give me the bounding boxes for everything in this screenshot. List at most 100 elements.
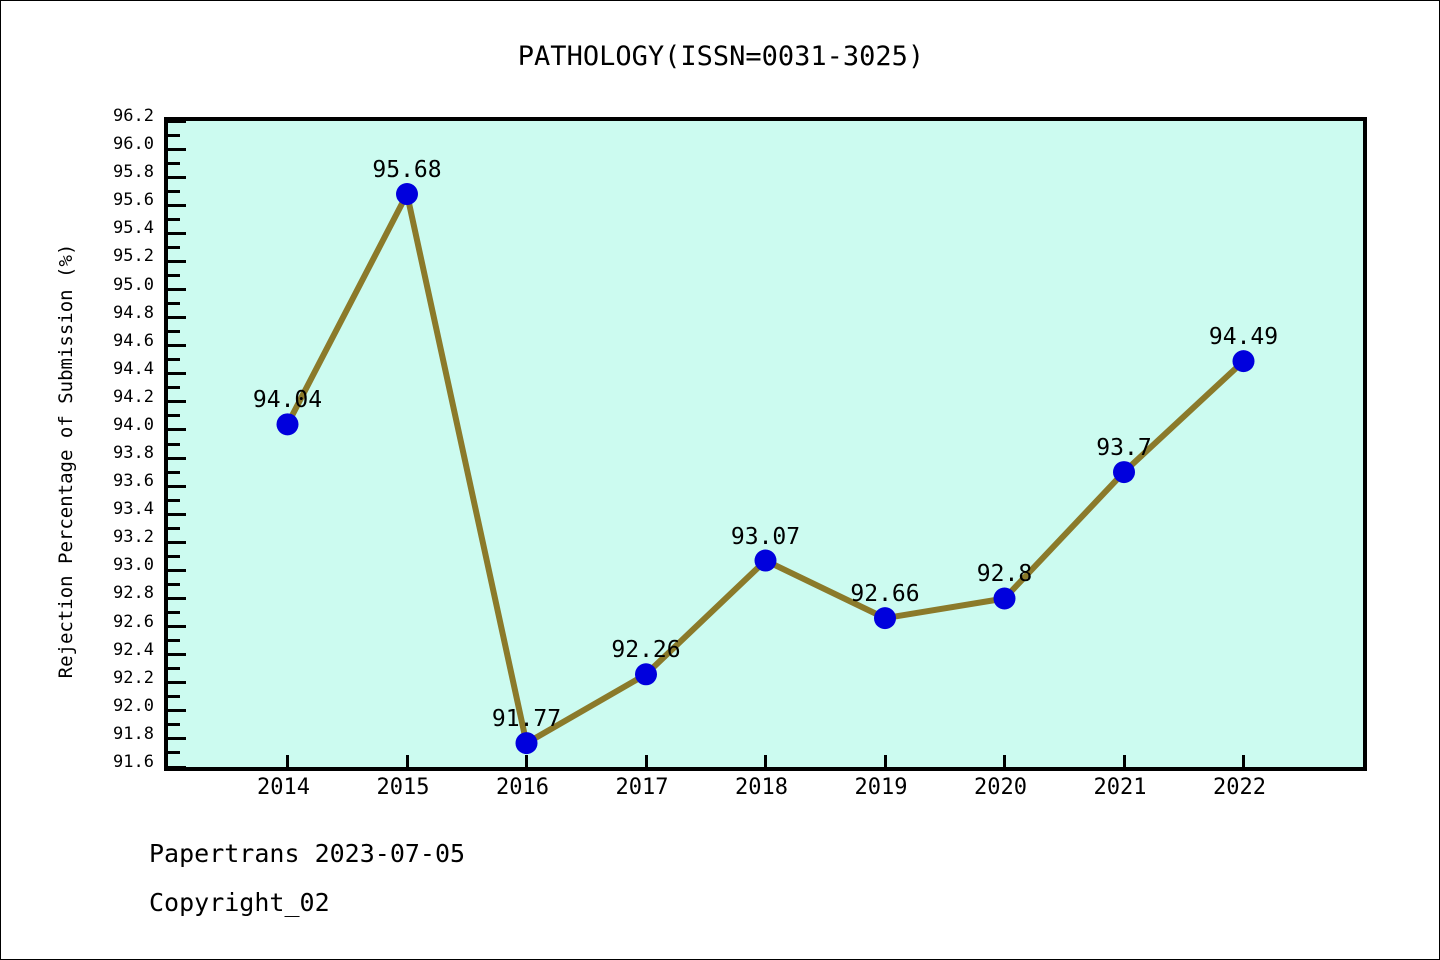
y-tick (168, 175, 186, 179)
footer-source: Papertrans 2023-07-05 (149, 839, 466, 868)
y-tick (168, 372, 186, 376)
y-tick (168, 259, 186, 263)
x-tick (883, 755, 887, 767)
y-tick (168, 498, 180, 502)
y-tick (168, 540, 186, 544)
x-tick-label: 2019 (854, 775, 908, 800)
y-tick-label: 94.2 (113, 386, 154, 407)
y-tick (168, 653, 186, 657)
y-tick (168, 231, 186, 235)
y-tick (168, 596, 186, 600)
y-tick-label: 93.0 (113, 555, 154, 576)
y-tick (168, 161, 180, 165)
x-tick (405, 755, 409, 767)
y-tick (168, 203, 186, 207)
x-tick (1242, 755, 1245, 767)
y-tick (168, 611, 180, 615)
y-tick-label: 95.4 (113, 218, 154, 239)
data-point-marker[interactable] (993, 587, 1016, 610)
series-line (284, 191, 1247, 747)
y-tick-label: 94.6 (113, 330, 154, 351)
y-tick-label: 95.6 (113, 190, 154, 211)
data-point-marker[interactable] (874, 607, 896, 630)
y-tick (168, 667, 180, 671)
y-tick-label: 93.8 (113, 443, 154, 464)
y-tick (168, 681, 186, 685)
y-tick (168, 554, 180, 558)
y-tick (168, 302, 180, 306)
y-tick-label: 93.2 (113, 527, 154, 548)
y-tick-label: 92.2 (113, 667, 154, 688)
y-tick-label: 96.0 (113, 134, 154, 155)
y-tick-label: 96.2 (113, 106, 154, 126)
y-tick-label: 95.0 (113, 274, 154, 295)
x-tick (764, 755, 767, 767)
data-point-marker[interactable] (396, 183, 418, 206)
x-tick-label: 2016 (496, 775, 549, 800)
y-tick (168, 344, 186, 348)
y-tick (168, 147, 186, 151)
y-tick (168, 414, 180, 418)
y-tick (168, 288, 186, 292)
x-tick-label: 2021 (1093, 775, 1147, 800)
y-tick-label: 94.4 (113, 358, 154, 379)
data-point-marker[interactable] (1232, 350, 1255, 373)
data-point-marker[interactable] (276, 413, 299, 436)
y-tick (168, 133, 180, 137)
y-tick (168, 386, 180, 390)
data-point-marker[interactable] (515, 732, 538, 755)
y-tick (168, 765, 186, 769)
x-tick-label: 2017 (615, 775, 669, 800)
y-axis-title: Rejection Percentage of Submission (%) (55, 243, 77, 679)
x-tick (286, 755, 289, 767)
y-tick (168, 217, 180, 221)
y-tick-label: 91.6 (113, 752, 154, 772)
footer-copyright: Copyright_02 (149, 888, 330, 917)
y-tick (168, 526, 180, 530)
x-tick (644, 755, 648, 767)
y-tick (168, 709, 186, 713)
y-tick (168, 737, 186, 741)
y-tick-label: 94.8 (113, 302, 154, 323)
x-tick (1122, 755, 1126, 767)
x-tick (1003, 755, 1006, 767)
x-tick-label: 2015 (376, 775, 430, 800)
y-tick (168, 330, 180, 334)
y-tick (168, 723, 180, 727)
y-tick (168, 470, 180, 474)
y-tick (168, 189, 180, 193)
plot-inner: 94.04 95.68 91.77 92.26 93.07 92.66 92.8 93.7 94… (168, 119, 1363, 769)
y-tick (168, 316, 186, 320)
data-point-marker[interactable] (635, 663, 657, 686)
y-tick (168, 273, 180, 277)
plot-area: 94.04 95.68 91.77 92.26 93.07 92.66 92.8 93.7 94… (164, 117, 1367, 771)
x-tick-label: 2018 (735, 775, 788, 800)
y-tick (168, 751, 180, 755)
y-tick (168, 358, 180, 362)
y-tick (168, 400, 186, 404)
data-point-marker[interactable] (754, 549, 777, 572)
y-tick-label: 92.4 (113, 639, 154, 660)
series-line-chart (276, 183, 1255, 755)
x-tick-label: 2022 (1213, 775, 1266, 800)
y-tick (168, 695, 180, 699)
y-tick (168, 119, 186, 123)
y-tick-label: 93.4 (113, 499, 154, 520)
y-tick (168, 568, 186, 572)
data-point-marker[interactable] (1113, 461, 1135, 484)
y-tick (168, 639, 180, 643)
x-tick-label: 2020 (974, 775, 1027, 800)
page-title: PATHOLOGY(ISSN=0031-3025) (517, 41, 925, 72)
x-tick (525, 755, 528, 767)
y-tick (168, 428, 186, 432)
y-tick (168, 245, 180, 249)
y-tick-label: 95.8 (113, 162, 154, 183)
y-tick-label: 92.6 (113, 611, 154, 632)
y-tick (168, 582, 180, 586)
y-tick (168, 456, 186, 460)
y-tick-label: 92.8 (113, 583, 154, 604)
y-tick-label: 93.6 (113, 471, 154, 492)
y-tick-label: 91.8 (113, 723, 154, 744)
y-tick (168, 442, 180, 446)
